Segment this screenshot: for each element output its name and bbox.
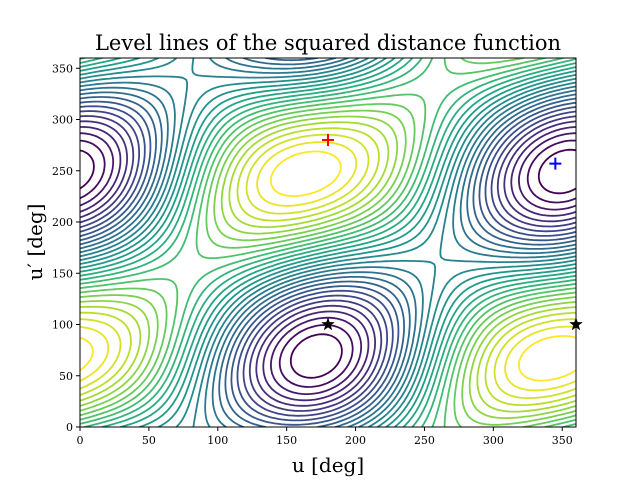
x-axis-ticks: 0 50 100 150 200 250 300 350 — [77, 427, 573, 447]
y-tick-label: 100 — [52, 319, 73, 332]
contour-level-22 — [80, 58, 576, 427]
contour-level-7 — [80, 110, 576, 417]
plot-frame — [79, 57, 577, 428]
contour-level-15 — [80, 58, 576, 427]
y-tick-label: 150 — [52, 267, 73, 280]
chart-title: Level lines of the squared distance func… — [95, 31, 561, 55]
contour-level-30 — [80, 150, 576, 382]
x-tick-label: 150 — [276, 434, 297, 447]
contour-level-4 — [80, 126, 576, 402]
contour-level-2 — [80, 139, 576, 388]
y-tick-label: 300 — [52, 114, 73, 127]
contour-level-21 — [80, 58, 576, 427]
contour-level-29 — [80, 141, 576, 392]
y-tick-label: 250 — [52, 165, 73, 178]
x-axis-label: u [deg] — [292, 453, 364, 477]
y-tick-label: 0 — [66, 421, 73, 434]
contour-level-3 — [80, 132, 576, 395]
contour-level-11 — [80, 58, 576, 427]
contour-level-6 — [80, 115, 576, 412]
x-tick-label: 350 — [552, 434, 573, 447]
contour-level-12 — [80, 58, 576, 427]
contour-level-23 — [80, 58, 576, 427]
contour-level-10 — [80, 58, 576, 427]
x-tick-label: 200 — [345, 434, 366, 447]
contour-level-28 — [80, 133, 576, 399]
contour-level-9 — [80, 100, 576, 426]
y-tick-label: 50 — [59, 370, 73, 383]
plus-marker — [549, 157, 562, 170]
x-tick-label: 0 — [77, 434, 84, 447]
contour-level-1 — [80, 148, 576, 379]
contour-level-24 — [80, 109, 576, 426]
contour-level-27 — [80, 127, 576, 406]
y-tick-label: 200 — [52, 216, 73, 229]
contour-level-5 — [80, 120, 576, 407]
contour-lines — [80, 58, 576, 427]
x-tick-label: 50 — [142, 434, 156, 447]
x-tick-label: 250 — [414, 434, 435, 447]
contour-level-26 — [80, 121, 576, 413]
y-tick-label: 350 — [52, 62, 73, 75]
contour-level-25 — [80, 115, 576, 419]
plus-marker — [322, 134, 334, 146]
contour-level-14 — [80, 58, 576, 427]
x-tick-label: 100 — [207, 434, 228, 447]
contour-level-8 — [80, 105, 576, 422]
y-axis-label: u′ [deg] — [23, 204, 47, 281]
contour-level-13 — [80, 58, 576, 427]
contour-level-17 — [80, 58, 576, 427]
y-axis-ticks: 0 50 100 150 200 250 300 350 — [52, 62, 80, 434]
x-tick-label: 300 — [483, 434, 504, 447]
star-marker — [321, 317, 335, 331]
